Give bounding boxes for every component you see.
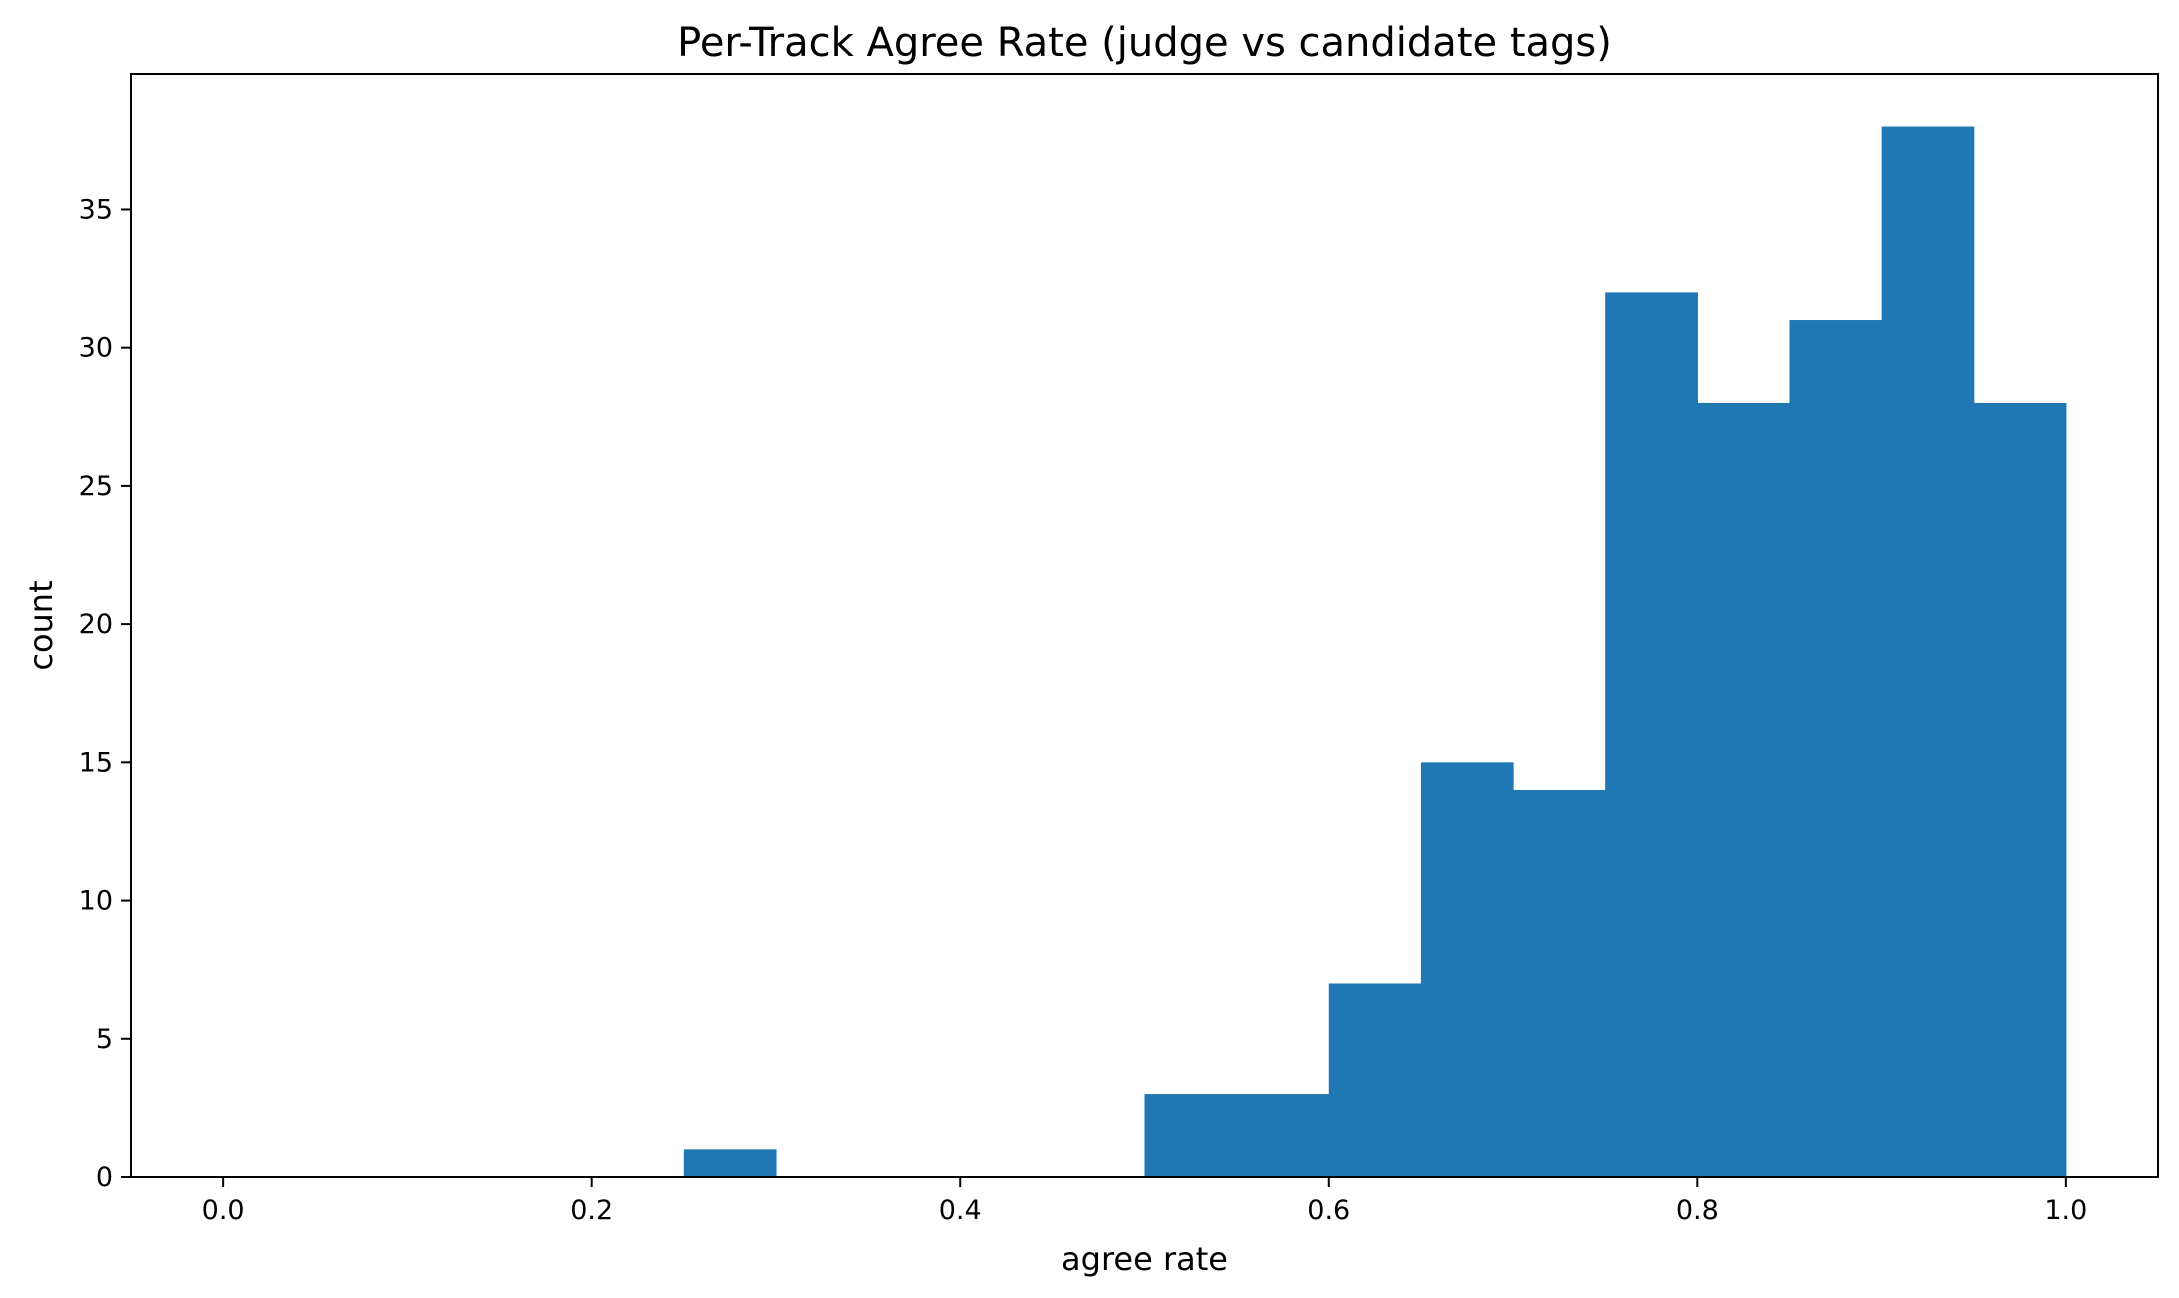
x-tick-label: 0.8	[1676, 1195, 1719, 1226]
histogram-bar-14	[1513, 789, 1606, 1177]
histogram-bar-19	[1973, 402, 2067, 1177]
y-tick-label: 20	[79, 609, 113, 640]
y-tick-label: 30	[79, 333, 113, 364]
x-tick-label: 0.0	[202, 1195, 245, 1226]
histogram-bar-10	[1144, 1094, 1238, 1177]
y-tick-label: 0	[96, 1162, 113, 1193]
y-tick-label: 35	[79, 194, 113, 225]
histogram-bar-13	[1420, 762, 1514, 1177]
chart-title: Per-Track Agree Rate (judge vs candidate…	[677, 20, 1612, 66]
bars-group	[683, 126, 2067, 1178]
x-axis-label: agree rate	[1061, 1240, 1228, 1278]
y-axis: 0 5 10 15 20 25 30 35	[79, 194, 131, 1193]
histogram-bar-11	[1236, 1094, 1330, 1177]
x-axis: 0.0 0.2 0.4 0.6 0.8 1.0	[202, 1177, 2087, 1226]
y-tick-label: 10	[79, 886, 113, 917]
plot-frame	[130, 73, 2159, 1178]
histogram-bar-5	[683, 1149, 777, 1177]
histogram-bar-16	[1697, 402, 1791, 1177]
x-tick-label: 0.4	[939, 1195, 982, 1226]
histogram-bar-17	[1789, 320, 1883, 1177]
x-tick-label: 0.6	[1307, 1195, 1350, 1226]
y-tick-label: 25	[79, 471, 113, 502]
histogram-bar-12	[1328, 983, 1422, 1177]
x-tick-label: 1.0	[2044, 1195, 2087, 1226]
y-tick-label: 5	[96, 1024, 113, 1055]
histogram-bar-18	[1881, 126, 1975, 1178]
y-axis-label: count	[22, 580, 60, 670]
x-tick-label: 0.2	[570, 1195, 613, 1226]
histogram-bar-15	[1605, 292, 1698, 1178]
y-tick-label: 15	[79, 747, 113, 778]
